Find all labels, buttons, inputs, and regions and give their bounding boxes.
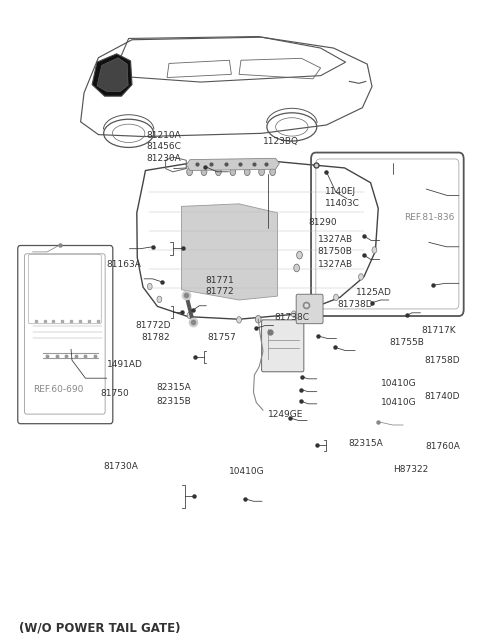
Text: 1327AB: 1327AB (318, 235, 353, 244)
Text: 81758D: 81758D (424, 356, 460, 365)
Circle shape (255, 315, 261, 323)
Text: 81290: 81290 (308, 218, 337, 227)
Circle shape (334, 294, 338, 301)
Text: 10410G: 10410G (381, 379, 416, 388)
Circle shape (359, 274, 363, 280)
Text: 1491AD: 1491AD (107, 360, 143, 369)
Polygon shape (92, 54, 132, 96)
Text: REF.60-690: REF.60-690 (33, 385, 83, 394)
Text: 10410G: 10410G (229, 467, 265, 476)
Circle shape (372, 247, 377, 253)
Text: 82315B: 82315B (156, 397, 191, 406)
Circle shape (187, 312, 192, 319)
Text: 11403C: 11403C (325, 199, 360, 208)
Circle shape (237, 317, 241, 323)
Text: 81738C: 81738C (275, 313, 310, 322)
Text: REF.81-836: REF.81-836 (404, 213, 455, 222)
Text: 81760A: 81760A (425, 442, 460, 451)
Circle shape (157, 296, 162, 303)
Text: 81210A: 81210A (147, 131, 181, 140)
Text: 81730A: 81730A (103, 462, 138, 470)
Text: 82315A: 82315A (156, 383, 191, 392)
Text: 1327AB: 1327AB (318, 260, 353, 269)
Circle shape (259, 168, 264, 176)
Text: 81750B: 81750B (318, 247, 353, 256)
Text: 81717K: 81717K (421, 326, 456, 335)
Text: 81750: 81750 (100, 389, 129, 398)
Text: (W/O POWER TAIL GATE): (W/O POWER TAIL GATE) (19, 622, 180, 635)
Circle shape (244, 168, 250, 176)
Polygon shape (97, 58, 128, 92)
Text: 81163A: 81163A (107, 260, 142, 269)
Text: 81782: 81782 (142, 333, 170, 342)
Text: 1125AD: 1125AD (356, 288, 392, 297)
Circle shape (270, 168, 276, 176)
Text: 1249GE: 1249GE (268, 410, 303, 419)
Circle shape (201, 168, 207, 176)
Text: 82315A: 82315A (348, 439, 383, 448)
Circle shape (291, 311, 296, 317)
Circle shape (230, 168, 236, 176)
Text: 81740D: 81740D (424, 392, 460, 401)
Text: 81771: 81771 (205, 276, 234, 285)
Text: 81772: 81772 (205, 287, 234, 296)
FancyBboxPatch shape (296, 294, 323, 324)
Polygon shape (186, 158, 279, 171)
FancyBboxPatch shape (262, 320, 304, 372)
Circle shape (294, 264, 300, 272)
Text: 81230A: 81230A (147, 154, 181, 163)
Text: 81757: 81757 (207, 333, 236, 342)
Circle shape (147, 283, 152, 290)
Text: H87322: H87322 (394, 465, 429, 474)
Text: 10410G: 10410G (381, 398, 416, 407)
Circle shape (216, 168, 221, 176)
Text: 1123BQ: 1123BQ (263, 137, 299, 146)
Text: 81755B: 81755B (390, 338, 425, 347)
Text: 1140EJ: 1140EJ (325, 187, 357, 196)
Circle shape (297, 251, 302, 259)
Polygon shape (181, 204, 277, 300)
Text: 81772D: 81772D (135, 321, 170, 330)
Text: 81738D: 81738D (337, 300, 373, 309)
Circle shape (187, 168, 192, 176)
Text: 81456C: 81456C (146, 142, 181, 151)
